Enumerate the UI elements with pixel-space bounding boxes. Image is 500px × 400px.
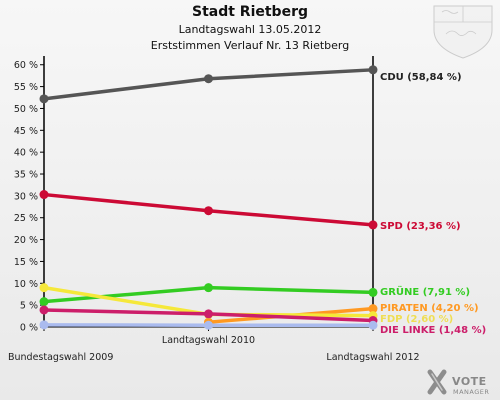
end-label-cdu: CDU (58,84 %) xyxy=(380,72,462,83)
vote-manager-logo: VOTE MANAGER xyxy=(427,369,489,396)
data-point-grüne xyxy=(39,297,49,307)
data-point-die-linke xyxy=(204,309,213,319)
y-tick-label: 0 % xyxy=(20,323,38,334)
y-tick-label: 30 % xyxy=(14,191,38,202)
end-label-grüne: GRÜNE (7,91 %) xyxy=(380,284,470,298)
data-point-cdu xyxy=(368,65,378,75)
y-tick-label: 5 % xyxy=(20,301,38,312)
data-point-cdu xyxy=(204,74,213,84)
chart-subtitle-2: Erststimmen Verlauf Nr. 13 Rietberg xyxy=(151,39,349,52)
y-tick-label: 25 % xyxy=(14,213,38,224)
end-label-spd: SPD (23,36 %) xyxy=(380,221,461,232)
logo-vote-text: VOTE xyxy=(452,375,487,388)
end-label-piraten: PIRATEN (4,20 %) xyxy=(380,303,479,314)
y-tick-label: 10 % xyxy=(14,279,38,290)
coat-of-arms-icon xyxy=(433,5,493,59)
y-tick-label: 45 % xyxy=(14,126,38,137)
end-label-die-linke: DIE LINKE (1,48 %) xyxy=(380,325,486,336)
data-point-cdu xyxy=(39,94,49,104)
data-point-spd xyxy=(368,220,378,230)
x-tick-label: Landtagswahl 2010 xyxy=(162,335,255,346)
chart-subtitle-1: Landtagswahl 13.05.2012 xyxy=(179,23,322,36)
series-line-cdu xyxy=(42,68,375,101)
y-tick-label: 55 % xyxy=(14,82,38,93)
x-tick-label: Bundestagswahl 2009 xyxy=(8,352,113,363)
y-tick-label: 40 % xyxy=(14,148,38,159)
logo-manager-text: MANAGER xyxy=(453,388,489,396)
data-point-grüne xyxy=(368,287,378,297)
data-point-sonstige xyxy=(204,320,213,330)
data-point-spd xyxy=(204,206,213,216)
data-point-spd xyxy=(39,190,49,200)
data-point-sonstige xyxy=(368,320,378,330)
data-point-piraten xyxy=(368,304,378,314)
data-point-sonstige xyxy=(39,320,49,330)
chart-title: Stadt Rietberg xyxy=(192,4,308,20)
y-tick-label: 20 % xyxy=(14,235,38,246)
y-tick-label: 35 % xyxy=(14,170,38,181)
vote-manager-x-icon xyxy=(427,369,447,395)
x-tick-label: Landtagswahl 2012 xyxy=(326,352,419,363)
plot-area: 0 % 5 % 10 % 15 % 20 % 25 % 30 % 35 % 40 % 45 % 50… xyxy=(8,56,486,363)
data-point-fdp xyxy=(39,283,49,293)
y-tick-label: 15 % xyxy=(14,257,38,268)
data-point-die-linke xyxy=(39,305,49,315)
y-tick-label: 60 % xyxy=(14,60,38,71)
data-point-grüne xyxy=(204,283,213,293)
end-label-fdp: FDP (2,60 %) xyxy=(380,314,453,325)
y-tick-label: 50 % xyxy=(14,104,38,115)
